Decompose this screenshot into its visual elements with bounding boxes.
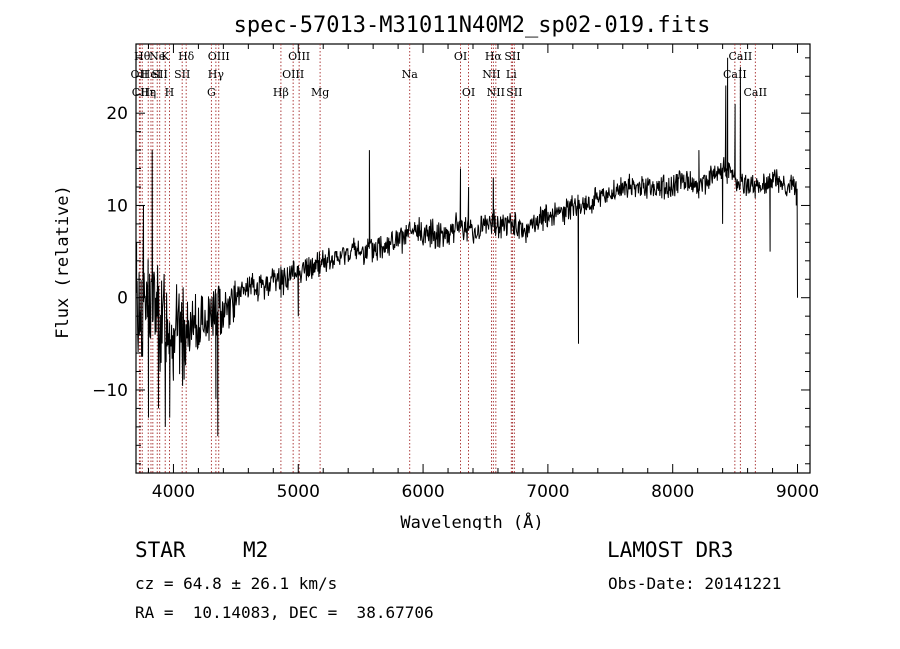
line-label: CaII (729, 50, 753, 63)
axis-ticks (136, 44, 810, 473)
line-label: Hγ (208, 68, 225, 81)
spectrum-series-line (136, 57, 798, 437)
line-label: Hα (485, 50, 503, 63)
plot-frame (135, 43, 811, 474)
line-label: Hε (141, 86, 157, 99)
line-label: Hθ (134, 50, 151, 63)
line-label: CaII (723, 68, 747, 81)
line-label: SII (504, 50, 520, 63)
line-label: OII (131, 68, 149, 81)
chart-title: spec-57013-M31011N40M2_sp02-019.fits (234, 13, 711, 38)
line-label: HeI (141, 68, 161, 81)
redshift-velocity: cz = 64.8 ± 26.1 km/s (135, 574, 338, 593)
y-tick-label: 20 (106, 104, 128, 124)
line-label: K (161, 50, 170, 63)
y-axis-label: Flux (relative) (53, 185, 73, 339)
line-label: Li (506, 68, 517, 81)
line-label: Hβ (273, 86, 289, 99)
y-tick-label: 0 (117, 289, 128, 309)
x-tick-label: 5000 (277, 482, 320, 502)
line-label: H (165, 86, 175, 99)
line-label: Mg (311, 86, 329, 99)
y-tick-label: 10 (106, 196, 128, 216)
x-axis-label: Wavelength (Å) (400, 511, 543, 530)
sky-coordinates: RA = 10.14083, DEC = 38.67706 (135, 603, 434, 622)
line-label: Na (402, 68, 419, 81)
x-tick-label: 9000 (776, 482, 819, 502)
line-label: SII (506, 86, 522, 99)
line-label: OI (462, 86, 475, 99)
line-label: CaII (743, 86, 767, 99)
line-label: OIII (282, 68, 304, 81)
line-label: SII (174, 68, 190, 81)
line-label: η (150, 86, 157, 99)
y-tick-label: −10 (92, 381, 128, 401)
y-tick-labels: −10 0 10 20 (92, 104, 128, 401)
line-label: OIII (288, 50, 310, 63)
x-tick-label: 7000 (526, 482, 569, 502)
x-tick-label: 8000 (651, 482, 694, 502)
line-label: NII (487, 86, 505, 99)
line-label: SII (152, 68, 168, 81)
x-tick-label: 4000 (152, 482, 195, 502)
x-tick-labels: 4000 5000 6000 7000 8000 9000 (152, 482, 819, 502)
spectrum-chart: spec-57013-M31011N40M2_sp02-019.fits Hθ O… (53, 13, 819, 530)
line-label: CII (132, 86, 149, 99)
x-tick-label: 6000 (401, 482, 444, 502)
observation-date: Obs-Date: 20141221 (608, 574, 782, 593)
object-subclass: M2 (243, 538, 269, 562)
line-label: NII (482, 68, 500, 81)
line-label: Ne (149, 50, 165, 63)
spectral-line-markers (138, 44, 756, 473)
line-label: Hδ (178, 50, 195, 63)
line-label: OIII (208, 50, 230, 63)
line-label: OI (454, 50, 467, 63)
object-class: STAR (135, 538, 186, 562)
survey-name: LAMOST DR3 (607, 538, 734, 562)
line-label: G (207, 86, 216, 99)
